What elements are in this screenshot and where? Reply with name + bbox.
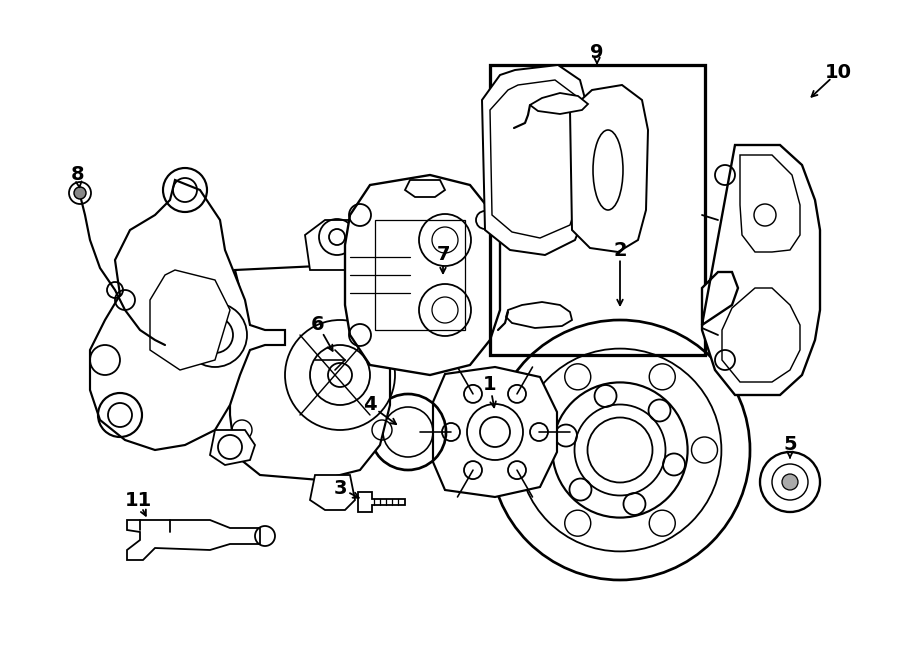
Polygon shape — [305, 220, 365, 270]
Polygon shape — [127, 520, 260, 560]
Polygon shape — [740, 155, 800, 252]
Text: 11: 11 — [124, 490, 151, 510]
Text: 10: 10 — [824, 63, 851, 81]
Text: 3: 3 — [333, 479, 346, 498]
Polygon shape — [405, 180, 445, 197]
Polygon shape — [230, 265, 390, 480]
Circle shape — [782, 474, 798, 490]
Text: 1: 1 — [483, 375, 497, 395]
Polygon shape — [570, 85, 648, 252]
Polygon shape — [490, 80, 580, 238]
Polygon shape — [722, 288, 800, 382]
Text: 4: 4 — [364, 395, 377, 414]
Polygon shape — [150, 270, 230, 370]
Polygon shape — [210, 430, 255, 465]
Polygon shape — [482, 65, 588, 255]
Text: 9: 9 — [590, 42, 604, 61]
Polygon shape — [530, 93, 588, 114]
Polygon shape — [358, 492, 405, 512]
Polygon shape — [90, 180, 285, 450]
Text: 5: 5 — [783, 436, 796, 455]
Text: 8: 8 — [71, 165, 85, 184]
Polygon shape — [702, 145, 820, 395]
Polygon shape — [310, 475, 355, 510]
Bar — [490, 65, 705, 355]
Text: 6: 6 — [311, 315, 325, 334]
Text: 7: 7 — [436, 245, 450, 264]
Polygon shape — [506, 302, 572, 328]
Polygon shape — [345, 175, 500, 375]
Circle shape — [74, 187, 86, 199]
Polygon shape — [433, 367, 557, 497]
Text: 2: 2 — [613, 241, 626, 260]
